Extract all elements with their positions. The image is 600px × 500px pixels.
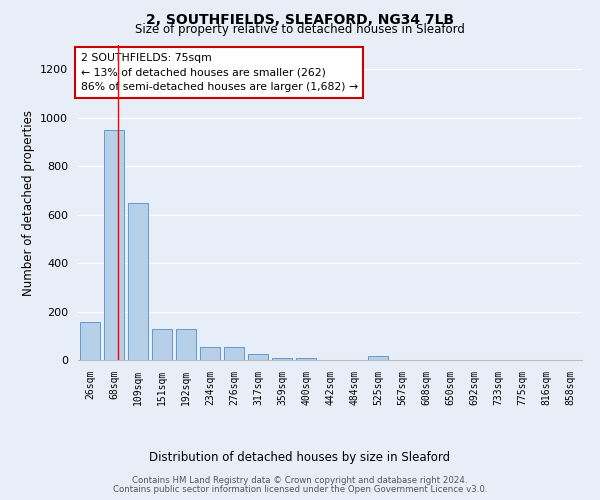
Text: Contains public sector information licensed under the Open Government Licence v3: Contains public sector information licen… [113, 485, 487, 494]
Bar [248, 354, 268, 360]
Bar [128, 202, 148, 360]
Bar [104, 130, 124, 360]
Text: 2 SOUTHFIELDS: 75sqm
← 13% of detached houses are smaller (262)
86% of semi-deta: 2 SOUTHFIELDS: 75sqm ← 13% of detached h… [80, 53, 358, 92]
Bar [224, 346, 244, 360]
Bar [272, 358, 292, 360]
Bar [80, 322, 100, 360]
Bar [176, 328, 196, 360]
Bar [368, 356, 388, 360]
Y-axis label: Number of detached properties: Number of detached properties [22, 110, 35, 296]
Bar [200, 346, 220, 360]
Bar [296, 358, 316, 360]
Bar [152, 328, 172, 360]
Text: 2, SOUTHFIELDS, SLEAFORD, NG34 7LB: 2, SOUTHFIELDS, SLEAFORD, NG34 7LB [146, 12, 454, 26]
Text: Distribution of detached houses by size in Sleaford: Distribution of detached houses by size … [149, 451, 451, 464]
Text: Size of property relative to detached houses in Sleaford: Size of property relative to detached ho… [135, 22, 465, 36]
Text: Contains HM Land Registry data © Crown copyright and database right 2024.: Contains HM Land Registry data © Crown c… [132, 476, 468, 485]
